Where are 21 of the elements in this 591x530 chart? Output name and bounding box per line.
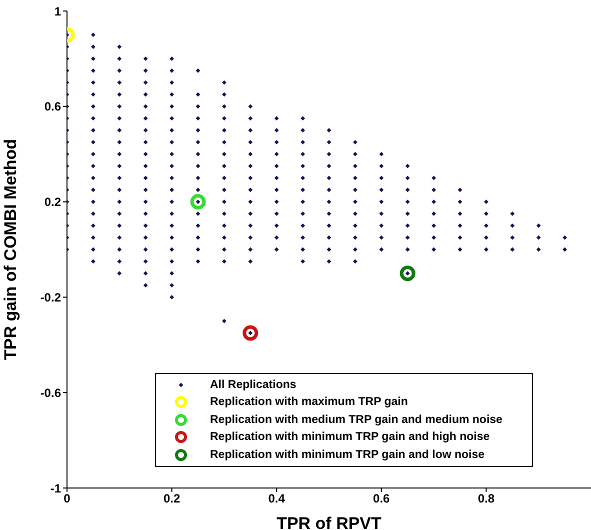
legend-label: Replication with minimum TRP gain and high noise bbox=[210, 431, 490, 444]
y-axis-title: TPR gain of COMBI Method bbox=[1, 139, 20, 360]
y-tick-label: 0.2 bbox=[44, 195, 62, 210]
legend-label: Replication with medium TRP gain and medium noise bbox=[210, 414, 502, 426]
x-tick-label: 0.4 bbox=[268, 492, 286, 506]
y-tick-label: 0.6 bbox=[44, 100, 62, 114]
x-tick-label: 0.8 bbox=[478, 492, 495, 506]
point bbox=[190, 194, 206, 210]
legend-label: Replication with maximum TRP gain bbox=[210, 396, 408, 408]
y-tick-label: 1 bbox=[54, 4, 62, 18]
y-tick-label: -0.6 bbox=[40, 386, 62, 400]
x-tick-label: 0.2 bbox=[163, 492, 180, 506]
point bbox=[400, 266, 416, 282]
point bbox=[242, 325, 258, 341]
x-axis-title: TPR of RPVT bbox=[276, 514, 382, 530]
x-tick-label: 0 bbox=[64, 492, 71, 506]
y-tick-label: -0.2 bbox=[40, 290, 62, 304]
legend-label: All Replications bbox=[210, 378, 296, 391]
x-tick-label: 0.6 bbox=[373, 492, 390, 506]
y-tick-label: -1 bbox=[50, 481, 62, 496]
legend-label: Replication with minimum TRP gain and low noise bbox=[210, 448, 485, 461]
